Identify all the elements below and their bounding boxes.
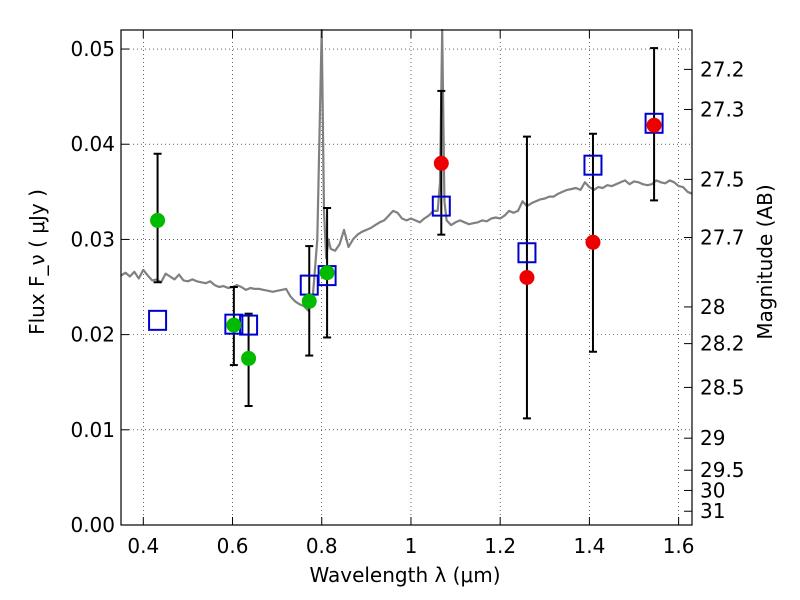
magnitude-tick-label: 28.5	[700, 375, 745, 399]
template-spectrum-line	[120, 28, 693, 312]
x-tick-label: 0.8	[306, 534, 338, 558]
x-axis-title: Wavelength λ (μm)	[309, 563, 500, 587]
magnitude-tick-label: 28.2	[700, 332, 745, 356]
magnitude-tick-label: 30	[700, 478, 725, 502]
red-data-point	[433, 155, 449, 171]
x-tick-label: 0.6	[217, 534, 249, 558]
red-data-point	[585, 234, 601, 250]
green-data-point	[301, 293, 317, 309]
x-tick-label: 0.4	[127, 534, 159, 558]
x-tick-label: 1.6	[663, 534, 695, 558]
y-tick-label: 0.01	[70, 418, 115, 442]
frame-layer	[120, 29, 693, 526]
magnitude-tick-label: 29	[700, 426, 725, 450]
magnitude-tick-label: 31	[700, 499, 725, 523]
plot-frame	[120, 29, 693, 526]
tick-layer: 0.4 0.6 0.8 1 1.2 1.4 1.6 0.00 0.01 0.02 0.03 0.04 0…	[70, 30, 745, 558]
magnitude-tick-label: 28	[700, 295, 725, 319]
y-axis-title-right: Magnitude (AB)	[753, 184, 777, 339]
model-point-square	[583, 154, 603, 176]
green-data-point	[319, 265, 335, 281]
y-tick-label: 0.03	[70, 227, 115, 251]
model-point-square	[431, 195, 451, 217]
green-data-point	[150, 212, 166, 228]
red-data-point	[519, 270, 535, 285]
x-tick-label: 1	[405, 534, 418, 558]
model-point-square	[224, 313, 244, 335]
y-tick-label: 0.04	[70, 132, 115, 156]
green-data-point	[226, 317, 242, 333]
magnitude-tick-label: 27.5	[700, 167, 745, 191]
magnitude-tick-label: 27.2	[700, 57, 745, 81]
y-tick-label: 0.05	[70, 37, 115, 61]
points-layer	[148, 112, 664, 366]
errorbar-layer	[153, 47, 659, 420]
magnitude-tick-label: 29.5	[700, 458, 745, 482]
model-point-square	[644, 112, 664, 134]
x-tick-label: 1.4	[573, 534, 605, 558]
y-tick-label: 0.02	[70, 323, 115, 347]
spectrum-layer	[120, 28, 693, 312]
magnitude-tick-label: 27.3	[700, 97, 745, 121]
red-data-point	[646, 117, 662, 133]
y-tick-label: 0.00	[70, 513, 115, 537]
y-axis-title-left: Flux F_ν ( μJy )	[25, 189, 49, 335]
model-point-square	[517, 242, 537, 264]
grid-layer	[121, 30, 692, 526]
model-point-square	[148, 309, 168, 331]
x-tick-label: 1.2	[484, 534, 516, 558]
green-data-point	[241, 350, 257, 366]
magnitude-tick-label: 27.7	[700, 226, 745, 250]
